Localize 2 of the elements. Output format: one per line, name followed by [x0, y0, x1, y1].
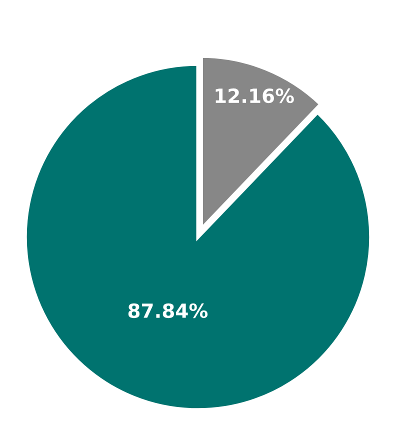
data-label: 12.16%	[216, 88, 294, 104]
data-label: 87.84%	[128, 303, 208, 318]
